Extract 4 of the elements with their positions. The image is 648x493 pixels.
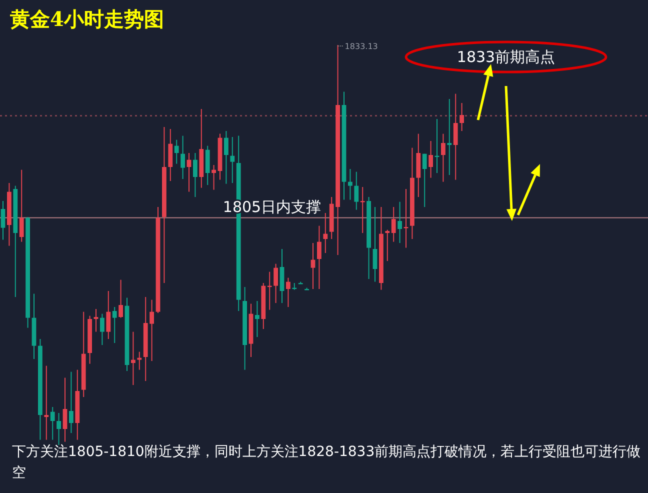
annotation: 1833前期高点	[456, 48, 556, 66]
annotation: 1833.13	[344, 42, 378, 51]
annotation: 下方关注1805-1810附近支撑，同时上方关注1828-1833前期高点打破情况，若上行受阻也可进行做空	[12, 443, 642, 483]
chart-title: 黄金4小时走势图	[10, 6, 164, 33]
